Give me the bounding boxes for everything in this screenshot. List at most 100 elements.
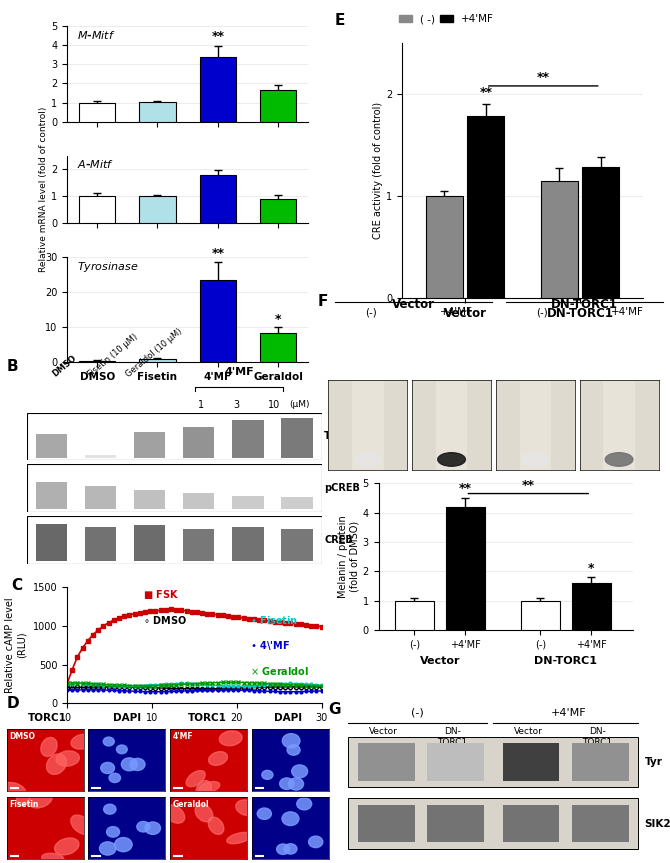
Legend: ( -), +4'MF: ( -), +4'MF <box>395 10 498 28</box>
Bar <box>519 380 551 470</box>
Ellipse shape <box>17 791 30 806</box>
Text: +4'MF: +4'MF <box>440 307 473 317</box>
Y-axis label: Relative cAMP level
(RLU): Relative cAMP level (RLU) <box>5 597 27 693</box>
Circle shape <box>104 804 116 814</box>
Ellipse shape <box>521 453 549 466</box>
Text: $\times$ Geraldol: $\times$ Geraldol <box>251 665 310 677</box>
Text: **: ** <box>459 482 472 495</box>
Ellipse shape <box>196 780 212 799</box>
Bar <box>134 525 165 561</box>
Bar <box>183 493 214 509</box>
Ellipse shape <box>54 838 79 855</box>
Text: $\bullet$ 4\'MF: $\bullet$ 4\'MF <box>251 639 291 652</box>
Bar <box>572 743 628 781</box>
Bar <box>36 434 67 457</box>
Circle shape <box>130 759 145 771</box>
Text: DAPI: DAPI <box>274 714 302 723</box>
Text: 10: 10 <box>268 400 281 410</box>
Bar <box>502 743 559 781</box>
Bar <box>521 601 559 630</box>
Bar <box>281 497 313 509</box>
Text: **: ** <box>479 86 492 99</box>
Bar <box>85 486 116 509</box>
Bar <box>358 805 415 842</box>
Text: (-): (-) <box>365 307 377 317</box>
Text: SIK2: SIK2 <box>645 819 670 828</box>
Ellipse shape <box>198 782 220 793</box>
Circle shape <box>121 758 137 771</box>
Circle shape <box>100 762 115 773</box>
Text: **: ** <box>522 479 535 492</box>
Ellipse shape <box>29 791 52 808</box>
Text: Geraldol: Geraldol <box>172 800 209 809</box>
Bar <box>134 432 165 457</box>
Circle shape <box>284 844 297 854</box>
Bar <box>446 507 485 630</box>
Circle shape <box>257 808 271 819</box>
Ellipse shape <box>219 731 242 746</box>
Text: *: * <box>275 312 281 325</box>
Bar <box>79 103 115 122</box>
Y-axis label: CRE activity (fold of control): CRE activity (fold of control) <box>373 102 383 239</box>
Bar <box>281 529 313 561</box>
Text: $\mathit{M}$-$\mathit{Mitf}$: $\mathit{M}$-$\mathit{Mitf}$ <box>76 28 115 41</box>
Bar <box>200 280 236 362</box>
Circle shape <box>117 745 127 753</box>
Bar <box>200 175 236 223</box>
Text: +4'MF: +4'MF <box>551 708 587 718</box>
Text: **: ** <box>211 30 224 43</box>
Text: B: B <box>7 359 18 375</box>
Ellipse shape <box>1 783 25 797</box>
Bar <box>572 583 610 630</box>
Circle shape <box>279 778 294 790</box>
Text: Geraldol (10 μM): Geraldol (10 μM) <box>124 327 184 379</box>
Circle shape <box>99 841 116 855</box>
Text: DN-
TORC1: DN- TORC1 <box>582 728 612 746</box>
Bar <box>79 196 115 223</box>
Ellipse shape <box>71 734 93 749</box>
Text: $\mathit{A}$-$\mathit{Mitf}$: $\mathit{A}$-$\mathit{Mitf}$ <box>76 158 114 170</box>
Text: Tyr: Tyr <box>324 432 341 441</box>
Text: Vector: Vector <box>419 657 460 666</box>
Bar <box>79 361 115 362</box>
Text: (μM): (μM) <box>289 400 310 408</box>
Text: 4'MF: 4'MF <box>172 733 193 741</box>
Text: Vector: Vector <box>369 728 397 736</box>
Bar <box>502 805 559 842</box>
Bar <box>352 380 384 470</box>
Text: $\mathit{Tyrosinase}$: $\mathit{Tyrosinase}$ <box>76 260 138 274</box>
Text: 1: 1 <box>198 400 204 410</box>
Text: $\bullet$ Fisetin: $\bullet$ Fisetin <box>251 614 299 626</box>
Text: TORC1: TORC1 <box>27 714 66 723</box>
Bar <box>541 180 578 298</box>
X-axis label: (min): (min) <box>178 728 211 739</box>
Text: *: * <box>588 562 594 575</box>
Ellipse shape <box>438 453 466 466</box>
Bar <box>139 359 176 362</box>
Circle shape <box>291 765 308 778</box>
Text: DMSO: DMSO <box>9 733 35 741</box>
Ellipse shape <box>354 453 382 466</box>
Bar <box>468 117 505 298</box>
Ellipse shape <box>164 805 185 823</box>
Bar <box>139 196 176 223</box>
Text: DAPI: DAPI <box>113 714 141 723</box>
Text: 4'MF: 4'MF <box>224 367 254 377</box>
Circle shape <box>109 773 121 783</box>
Text: $\circ$ DMSO: $\circ$ DMSO <box>143 614 188 626</box>
Text: pCREB: pCREB <box>324 483 360 493</box>
Text: G: G <box>328 702 341 717</box>
Ellipse shape <box>56 751 80 766</box>
Bar <box>85 527 116 561</box>
Bar <box>183 427 214 457</box>
Text: DMSO: DMSO <box>50 354 78 379</box>
Bar <box>36 482 67 509</box>
Text: C: C <box>11 577 22 593</box>
Circle shape <box>115 837 132 852</box>
Ellipse shape <box>71 815 92 835</box>
Circle shape <box>262 771 273 779</box>
Circle shape <box>277 844 289 854</box>
Bar <box>232 420 263 457</box>
Bar <box>232 527 263 561</box>
Text: F: F <box>318 294 328 309</box>
